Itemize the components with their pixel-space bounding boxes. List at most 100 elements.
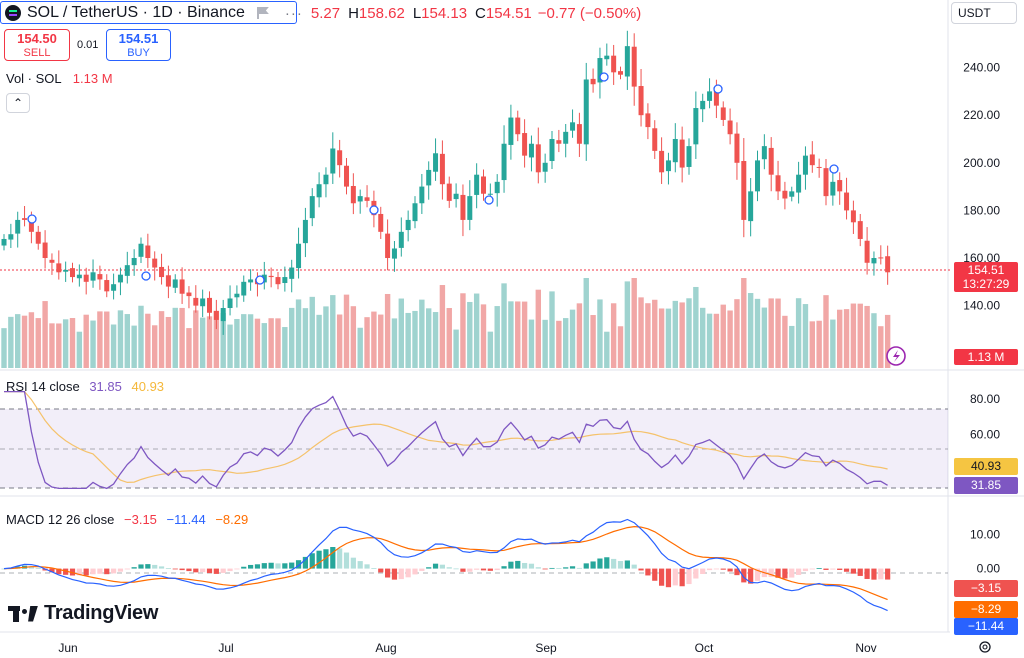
candle-body: [508, 117, 514, 145]
candle-body: [63, 269, 69, 272]
candle-body: [193, 297, 199, 306]
event-marker[interactable]: [27, 214, 37, 224]
rsi-legend[interactable]: RSI 14 close 31.85 40.93: [6, 379, 164, 394]
candle-body: [159, 266, 165, 278]
macd-histogram-bar: [446, 567, 452, 569]
macd-line-badge: −11.44: [954, 618, 1018, 635]
macd-histogram-bar: [494, 568, 500, 571]
volume-bar: [131, 325, 137, 368]
volume-bar: [713, 313, 720, 368]
buy-button[interactable]: 154.51 BUY: [106, 29, 171, 61]
macd-legend-signal: −8.29: [215, 512, 249, 527]
sell-label: SELL: [23, 47, 51, 59]
rsi-legend-label: RSI 14 close: [6, 379, 80, 394]
event-marker[interactable]: [484, 195, 494, 205]
volume-bar: [172, 307, 178, 368]
symbol-title[interactable]: SOL / TetherUS · 1D · Binance: [27, 4, 245, 21]
volume-bar: [795, 298, 802, 368]
volume-bar: [583, 278, 589, 368]
event-markers[interactable]: [27, 72, 839, 285]
tradingview-logo[interactable]: TradingView: [8, 602, 158, 625]
candle-body: [207, 297, 212, 313]
macd-histogram-bar: [90, 568, 96, 575]
volume-bar: [521, 301, 528, 368]
buy-label: BUY: [127, 47, 150, 59]
event-marker[interactable]: [255, 275, 265, 285]
macd-legend-hist: −3.15: [124, 512, 157, 527]
candle-body: [686, 146, 692, 167]
macd-legend[interactable]: MACD 12 26 close −3.15 −11.44 −8.29: [6, 512, 248, 527]
candle-body: [439, 153, 445, 185]
event-marker[interactable]: [829, 164, 839, 174]
event-marker[interactable]: [369, 205, 379, 215]
currency-selector[interactable]: USDT: [951, 2, 1017, 24]
volume-bar: [528, 319, 535, 368]
more-icon[interactable]: ···: [284, 4, 303, 22]
macd-histogram-bar: [768, 568, 774, 577]
volume-bar: [563, 318, 569, 368]
candle-body: [885, 256, 891, 273]
sell-button[interactable]: 154.50 SELL: [4, 29, 70, 61]
volume-bar: [227, 324, 233, 368]
rsi-value-badge: 31.85: [954, 477, 1018, 494]
volume-bar: [62, 319, 69, 368]
candle-body: [70, 268, 75, 278]
volume-bar: [439, 285, 446, 368]
volume-bar: [754, 298, 761, 368]
volume-bar: [631, 278, 637, 368]
candle-body: [302, 219, 308, 244]
gear-icon[interactable]: [979, 641, 991, 653]
event-marker[interactable]: [713, 84, 723, 94]
volume-bar: [213, 310, 220, 368]
macd-histogram-bar: [686, 568, 692, 585]
candle-body: [419, 186, 425, 204]
volume-bar: [117, 310, 124, 368]
price-axis-tick: 180.00: [963, 203, 1000, 217]
candle-body: [494, 181, 500, 194]
macd-histogram-bar: [741, 568, 747, 583]
volume-bar: [405, 312, 411, 368]
collapse-legend-button[interactable]: ⌃: [6, 93, 30, 113]
spread-value: 0.01: [77, 39, 99, 51]
macd-histogram-bar: [179, 568, 185, 571]
volume-bar: [412, 310, 418, 368]
volume-bar: [665, 308, 672, 368]
volume-bar: [145, 313, 151, 368]
time-axis-tick: Nov: [855, 641, 876, 655]
volume-bar: [480, 304, 487, 368]
lightning-icon[interactable]: [886, 346, 906, 366]
candle-body: [693, 108, 699, 145]
candle-body: [672, 138, 678, 163]
event-marker[interactable]: [141, 271, 151, 281]
candle-body: [816, 166, 822, 168]
ohlc-close: 154.51: [485, 4, 532, 22]
volume-bar: [357, 327, 363, 368]
bar-countdown: 13:27:29: [962, 277, 1010, 291]
macd-histogram-bar: [453, 568, 459, 570]
candle-body: [344, 165, 349, 187]
candle-body: [611, 55, 617, 73]
macd-histogram-bar: [775, 568, 781, 578]
rsi-legend-ma: 40.93: [131, 379, 165, 394]
volume-legend[interactable]: Vol · SOL 1.13 M: [6, 71, 113, 86]
candle-body: [597, 58, 603, 83]
candle-body: [446, 183, 452, 201]
candle-body: [741, 161, 747, 220]
volume-bar: [384, 293, 391, 368]
ohlc-low: 154.13: [421, 4, 468, 22]
candle-body: [850, 210, 856, 223]
volume-bar: [467, 301, 473, 368]
event-marker[interactable]: [599, 72, 609, 82]
rsi-axis-tick: 80.00: [970, 392, 1000, 406]
symbol-box[interactable]: [0, 1, 297, 24]
macd-histogram-bar: [138, 564, 144, 569]
candle-body: [618, 71, 623, 75]
flag-icon[interactable]: [256, 7, 271, 19]
candle-body: [56, 263, 62, 273]
sell-price: 154.50: [17, 31, 57, 46]
macd-histogram-bar: [706, 568, 713, 571]
time-axis-tick: Jun: [58, 641, 77, 655]
candle-body: [515, 117, 521, 135]
